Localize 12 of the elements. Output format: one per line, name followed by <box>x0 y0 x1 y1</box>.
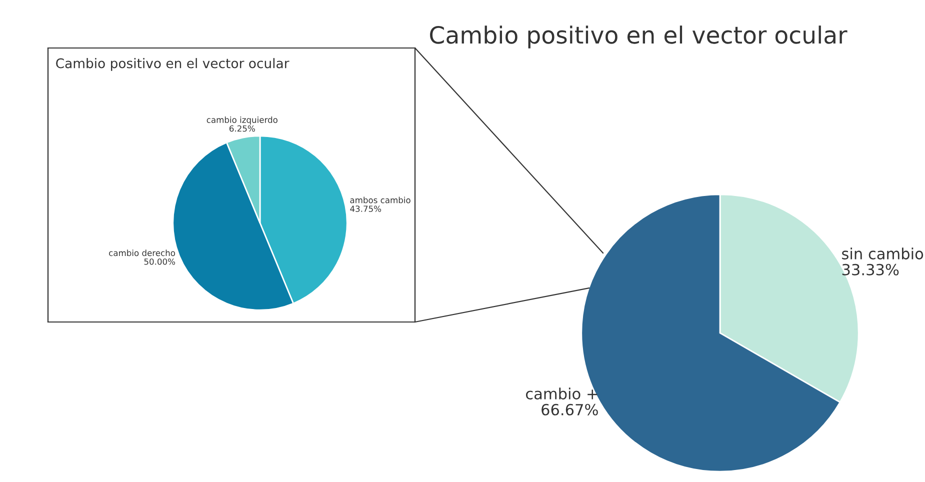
slice-label: sin cambio <box>842 248 924 260</box>
data-label: 50.00% <box>144 258 176 265</box>
data-label: 6.25% <box>230 125 255 132</box>
slice-label: cambio + <box>526 388 598 400</box>
chart-title: Cambio positivo en el vector ocular <box>430 26 848 48</box>
slice-label: cambio derecho <box>109 250 176 256</box>
data-label: 33.33% <box>842 264 899 276</box>
data-label: 43.75% <box>350 206 382 212</box>
slice-label: ambos cambio <box>350 196 410 204</box>
data-label: 66.67% <box>542 404 598 416</box>
chart-title: Cambio positivo en el vector ocular <box>56 58 290 71</box>
slice-label: cambio izquierdo <box>206 116 278 125</box>
